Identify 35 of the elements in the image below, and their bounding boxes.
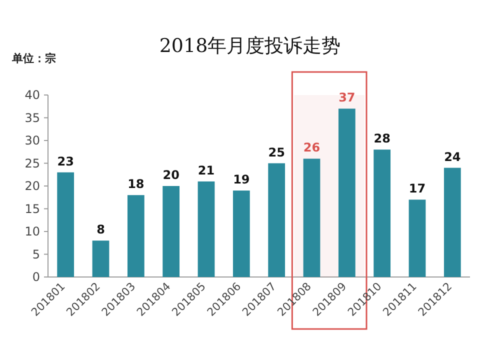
bar [127, 195, 144, 277]
y-tick-label: 40 [24, 88, 40, 102]
y-tick-label: 15 [24, 202, 40, 216]
y-tick-label: 30 [24, 134, 40, 148]
bar [268, 163, 286, 277]
data-label: 21 [198, 163, 215, 178]
data-label: 28 [374, 132, 390, 146]
text: 单位：宗 [11, 52, 56, 65]
y-tick-label: 5 [32, 247, 40, 262]
data-label: 17 [408, 182, 426, 196]
bar [232, 190, 250, 277]
y-tick-label: 35 [24, 110, 40, 125]
data-label: 24 [444, 150, 461, 164]
data-label: 8 [96, 222, 105, 237]
data-label: 19 [233, 172, 250, 187]
data-label: 25 [268, 145, 285, 160]
data-label: 26 [303, 140, 320, 155]
y-tick-label: 25 [24, 156, 40, 170]
bar [198, 181, 215, 277]
y-tick-label: 0 [32, 270, 40, 284]
y-tick-label: 20 [24, 179, 40, 193]
bar [162, 186, 180, 277]
data-label: 37 [338, 90, 356, 105]
chart-title: 2018年月度投诉走势 [159, 35, 341, 57]
data-label: 18 [128, 177, 144, 192]
bar [338, 108, 356, 277]
bar [303, 158, 320, 277]
data-label: 23 [57, 154, 74, 168]
bar [374, 150, 391, 277]
bar [92, 240, 110, 277]
data-label: 20 [162, 168, 180, 182]
bar [444, 168, 461, 277]
bar [57, 172, 74, 277]
bar [408, 200, 426, 277]
y-tick-label: 10 [24, 224, 40, 238]
